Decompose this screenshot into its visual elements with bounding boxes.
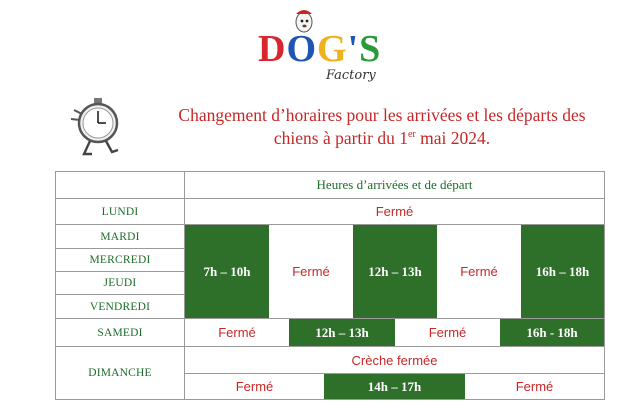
samedi-closed-2: Fermé <box>428 325 467 340</box>
day-column-divider <box>184 172 185 399</box>
day-vendredi: VENDREDI <box>89 300 151 313</box>
weekday-closed-1: Fermé <box>292 264 330 279</box>
row-divider <box>56 346 604 347</box>
weekday-slot-morning: 7h – 10h <box>185 225 269 318</box>
logo-wordmark: DOG'S <box>258 30 381 68</box>
day-dimanche: DIMANCHE <box>88 367 152 379</box>
row-divider <box>56 224 604 225</box>
page-title: Changement d’horaires pour les arrivées … <box>136 104 628 150</box>
title-line-2-end: mai 2024. <box>415 128 491 148</box>
title-line-1: Changement d’horaires pour les arrivées … <box>178 105 586 125</box>
day-divider <box>56 294 185 295</box>
day-divider <box>56 248 185 249</box>
day-divider <box>56 271 185 272</box>
logo-letter-g: G <box>317 28 348 70</box>
dog-mascot-icon <box>295 10 313 33</box>
title-line-2: chiens à partir du 1er mai 2024. <box>136 127 628 150</box>
logo-letter-d: D <box>258 28 287 70</box>
row-divider <box>185 373 604 374</box>
dogs-factory-logo: DOG'S Factory <box>252 8 392 92</box>
logo-subtitle: Factory <box>326 68 376 83</box>
logo-letter-o: O <box>286 28 318 70</box>
day-mardi: MARDI <box>100 230 140 243</box>
day-jeudi: JEUDI <box>103 277 137 289</box>
row-divider <box>56 198 604 199</box>
logo-letter-s: S <box>359 28 382 70</box>
dimanche-closed-1: Fermé <box>235 379 274 394</box>
title-line-2-start: chiens à partir du 1 <box>273 128 408 148</box>
row-divider <box>56 318 604 319</box>
day-lundi: LUNDI <box>101 205 139 218</box>
day-mercredi: MERCREDI <box>89 254 151 266</box>
weekday-slot-evening: 16h – 18h <box>521 225 604 318</box>
schedule-table: Heures d’arrivées et de départ LUNDI MAR… <box>55 171 605 400</box>
title-ordinal-suffix: er <box>407 129 416 141</box>
day-samedi: SAMEDI <box>97 326 143 339</box>
dimanche-note: Crèche fermée <box>351 352 438 368</box>
lundi-closed: Fermé <box>375 204 414 219</box>
samedi-closed-1: Fermé <box>218 325 256 340</box>
samedi-slot-evening: 16h - 18h <box>500 319 604 346</box>
dimanche-closed-2: Fermé <box>515 379 554 394</box>
dimanche-slot-afternoon: 14h – 17h <box>324 374 465 399</box>
running-stopwatch-icon <box>70 98 119 156</box>
table-header: Heures d’arrivées et de départ <box>316 177 473 192</box>
logo-apostrophe: ' <box>347 28 360 70</box>
weekday-closed-2: Fermé <box>460 264 498 279</box>
samedi-slot-noon: 12h – 13h <box>289 319 395 346</box>
weekday-slot-noon: 12h – 13h <box>353 225 437 318</box>
